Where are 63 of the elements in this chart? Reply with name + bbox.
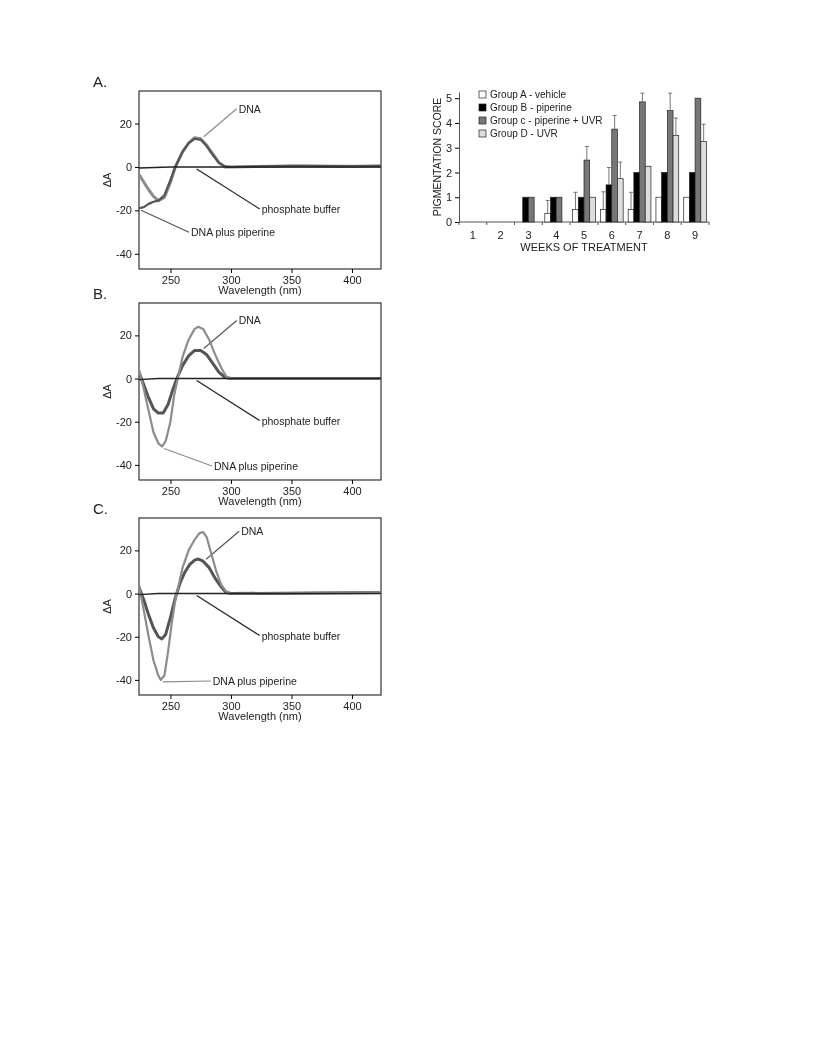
legend-label: Group B - piperine [490,102,573,113]
y-tick-label: -20 [116,415,132,428]
y-tick-label: 0 [445,216,452,229]
chart-title: C. [93,500,108,517]
text: DNA plus piperine [213,460,299,472]
x-tick-label: 250 [161,273,181,286]
y-tick-label: 20 [119,117,132,130]
x-tick-label: 1 [469,229,476,241]
x-tick-label: 3 [525,229,532,241]
x-tick-label: 7 [636,229,643,241]
x-tick-label: 2 [497,229,504,241]
x-tick-label: 250 [161,484,181,497]
legend-label: Group A - vehicle [490,89,567,100]
x-tick-label: 400 [343,699,362,712]
chart-title: A. [93,73,108,90]
x-axis-title: WEEKS OF TREATMENT [520,241,648,253]
x-tick-label: 300 [222,484,241,497]
y-axis-title: PIGMENTATION SCORE [431,97,443,217]
text: DNA plus piperine [191,226,276,239]
x-tick-label: 5 [580,229,588,241]
y-tick-label: 20 [119,544,132,557]
x-axis-title: Wavelength (nm) [218,284,302,296]
x-tick-label: 400 [343,273,362,286]
x-axis-title: Wavelength (nm) [218,710,302,722]
x-tick-label: 350 [282,273,302,286]
legend-label: Group D - UVR [490,128,558,139]
y-tick-label: 3 [445,141,452,154]
y-tick-label: -20 [116,630,132,643]
x-tick-label: 4 [553,229,560,241]
x-tick-label: 400 [343,484,362,497]
text: DNA [241,525,264,538]
legend-label: DNA plus piperine [212,675,297,687]
text: DNA [238,102,261,115]
text: DNA [238,314,261,327]
y-tick-label: 0 [125,372,132,385]
x-tick-label: 9 [692,229,699,241]
x-tick-label: 350 [282,699,302,712]
y-tick-label: 0 [125,161,132,173]
chart-title: B. [93,285,108,302]
x-tick-label: 6 [608,229,615,241]
x-tick-label: 350 [282,484,302,497]
y-axis-title: ΔA [101,598,113,614]
y-tick-label: 5 [445,92,452,105]
text: phosphate buffer [261,202,341,215]
y-tick-label: 1 [445,191,452,204]
y-tick-label: 20 [119,329,132,342]
text: phosphate buffer [261,414,341,427]
y-tick-label: -40 [116,247,132,260]
text: phosphate buffer [261,629,341,642]
y-tick-label: 4 [445,116,452,129]
y-tick-label: 2 [445,166,452,179]
x-tick-label: 300 [222,699,241,712]
y-tick-label: 0 [125,587,132,600]
legend-label: Group c - piperine + UVR [490,115,603,126]
y-tick-label: -40 [116,458,132,471]
x-tick-label: 300 [222,273,241,286]
x-tick-label: 250 [161,699,181,712]
y-axis-title: ΔA [101,383,113,399]
x-axis-title: Wavelength (nm) [218,495,302,507]
x-tick-label: 8 [664,229,671,241]
y-axis-title: ΔA [101,172,113,188]
y-tick-label: -20 [116,204,132,217]
y-tick-label: -40 [116,673,132,686]
